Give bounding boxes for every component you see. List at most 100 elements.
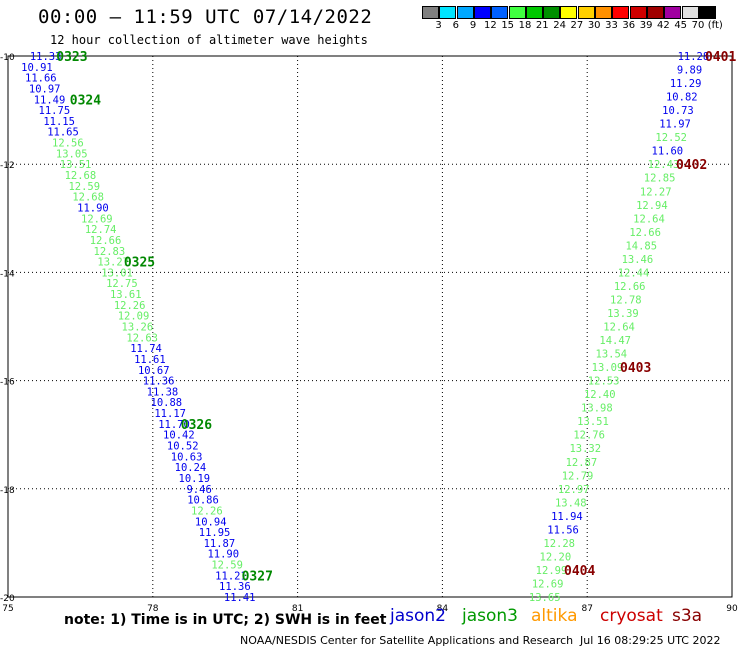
data-point-label: 14.85 (625, 240, 657, 252)
data-point-label: 12.26 (191, 505, 223, 517)
data-point-label: 12.79 (562, 470, 594, 482)
data-point-label: 11.65 (47, 127, 79, 139)
data-point-label: 12.83 (94, 246, 126, 258)
data-point-label: 12.69 (532, 578, 564, 590)
y-tick-label: -18 (0, 486, 15, 496)
data-point-label: 11.28 (678, 51, 710, 63)
satellite-jason2: jason2 (390, 606, 446, 626)
data-point-label: 12.59 (211, 560, 243, 572)
data-point-label: 12.63 (126, 332, 158, 344)
data-point-label: 11.90 (207, 549, 239, 561)
legend-value: 39 (639, 20, 653, 31)
legend-swatch (491, 6, 509, 19)
y-tick-label: -20 (0, 594, 15, 604)
plot-frame (7, 55, 733, 598)
x-tick-label: 75 (2, 604, 13, 614)
data-point-label: 12.27 (640, 186, 672, 198)
satellite-altika: altika (531, 606, 578, 626)
y-tick-label: -14 (0, 269, 15, 279)
data-point-label: 13.01 (101, 267, 133, 279)
data-point-label: 11.33 (30, 51, 62, 63)
legend-swatch (646, 6, 664, 19)
data-point-label: 11.97 (659, 119, 691, 131)
data-point-label: 11.95 (199, 527, 231, 539)
data-point-label: 11.94 (551, 511, 583, 523)
data-point-label: 13.05 (56, 148, 88, 160)
data-point-label: 11.38 (147, 386, 179, 398)
data-point-label: 12.69 (81, 213, 113, 225)
data-point-label: 13.46 (622, 254, 654, 266)
data-point-label: 11.70 (158, 419, 190, 431)
satellite-s3a: s3a (672, 606, 703, 626)
data-point-label: 11.17 (154, 408, 186, 420)
legend-value: (ft) (707, 20, 723, 31)
credit-line: NOAA/NESDIS Center for Satellite Applica… (240, 634, 574, 647)
legend-value: 12 (484, 20, 497, 31)
data-point-label: 11.36 (219, 581, 251, 593)
data-point-label: 12.53 (588, 376, 620, 388)
data-point-label: 11.15 (43, 116, 75, 128)
data-point-label: 10.88 (151, 397, 183, 409)
data-point-label: 12.64 (603, 322, 635, 334)
data-point-label: 10.42 (163, 430, 195, 442)
data-point-label: 10.63 (171, 451, 203, 463)
x-tick-label: 90 (726, 604, 738, 614)
legend-swatch (612, 6, 630, 19)
footer-note: note: 1) Time is in UTC; 2) SWH is in fe… (64, 612, 387, 628)
data-point-label: 12.44 (618, 267, 650, 279)
data-point-label: 12.26 (114, 300, 146, 312)
pass-time-label: 0326 (181, 418, 212, 433)
data-point-label: 12.94 (636, 200, 668, 212)
data-point-label: 11.66 (25, 73, 57, 85)
legend-value: 9 (469, 20, 477, 31)
legend-value: 27 (570, 20, 584, 31)
data-point-label: 13.61 (110, 289, 142, 301)
data-point-label: 12.52 (655, 132, 687, 144)
y-tick-label: -10 (0, 53, 15, 63)
pass-time-label: 0402 (676, 158, 707, 173)
data-point-label: 12.97 (558, 484, 590, 496)
pass-time-label: 0401 (705, 50, 736, 65)
data-point-label: 12.66 (614, 281, 646, 293)
legend-value: 36 (622, 20, 636, 31)
data-point-label: 12.59 (68, 181, 100, 193)
legend-swatch (473, 6, 491, 19)
data-point-label: 10.86 (187, 495, 219, 507)
data-point-label: 10.82 (666, 92, 698, 104)
legend-swatch (664, 6, 682, 19)
data-point-label: 12.75 (106, 278, 138, 290)
pass-time-label: 0327 (242, 569, 273, 584)
data-point-label: 10.73 (662, 105, 694, 117)
data-point-label: 12.20 (540, 551, 572, 563)
legend-value: 21 (535, 20, 549, 31)
data-point-label: 13.32 (569, 443, 601, 455)
legend-swatch (456, 6, 474, 19)
data-point-label: 12.64 (633, 213, 665, 225)
legend-swatch (439, 6, 457, 19)
data-point-label: 10.94 (195, 516, 227, 528)
data-point-label: 11.56 (547, 524, 579, 536)
data-point-label: 10.19 (179, 473, 211, 485)
data-point-label: 13.39 (607, 308, 639, 320)
data-point-label: 13.27 (97, 257, 129, 269)
data-point-label: 11.87 (204, 538, 236, 550)
data-point-label: 12.76 (573, 430, 605, 442)
data-point-label: 13.65 (529, 592, 561, 604)
data-point-label: 12.85 (644, 173, 676, 185)
data-point-label: 11.90 (77, 202, 109, 214)
chart-subtitle: 12 hour collection of altimeter wave hei… (50, 33, 368, 47)
data-point-label: 14.47 (599, 335, 631, 347)
legend-value: 42 (657, 20, 670, 31)
legend-swatch (577, 6, 595, 19)
data-point-label: 13.48 (555, 497, 587, 509)
data-point-label: 11.29 (670, 78, 702, 90)
legend-value: 18 (518, 20, 532, 31)
legend-swatch (525, 6, 543, 19)
pass-time-label: 0324 (70, 93, 101, 108)
data-point-label: 11.74 (130, 343, 162, 355)
data-point-label: 11.36 (143, 376, 175, 388)
data-point-label: 11.49 (34, 94, 66, 106)
legend-value: 33 (605, 20, 618, 31)
data-point-label: 12.40 (584, 389, 616, 401)
